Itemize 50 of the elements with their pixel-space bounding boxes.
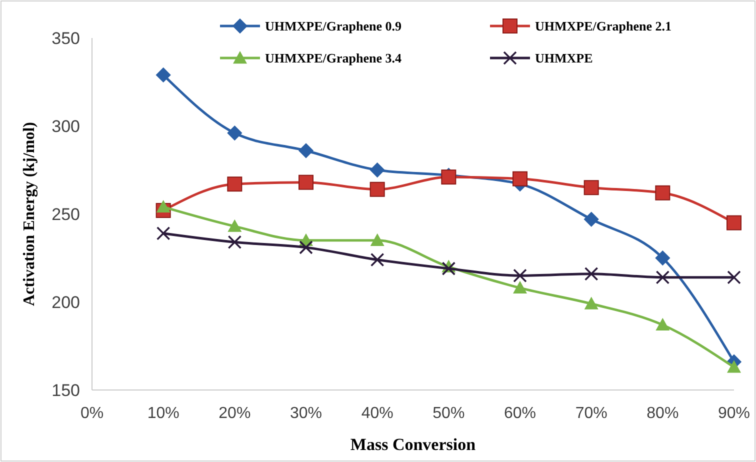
x-axis-title: Mass Conversion bbox=[350, 435, 476, 454]
x-tick-label: 10% bbox=[147, 405, 180, 422]
y-tick-label: 300 bbox=[52, 116, 80, 136]
y-tick-label: 250 bbox=[52, 204, 80, 224]
y-tick-label: 150 bbox=[52, 380, 80, 400]
y-tick-label: 200 bbox=[52, 292, 80, 312]
point bbox=[726, 215, 742, 230]
point bbox=[370, 233, 384, 246]
point bbox=[299, 240, 313, 254]
point bbox=[227, 176, 242, 192]
point bbox=[584, 266, 598, 281]
point bbox=[584, 296, 598, 310]
x-tick-label: 50% bbox=[432, 405, 465, 422]
point bbox=[370, 252, 384, 267]
point bbox=[513, 268, 527, 282]
point bbox=[156, 68, 171, 82]
y-axis-title: Activation Energy (kj/mol) bbox=[21, 122, 38, 306]
point bbox=[512, 171, 528, 186]
y-tick-label: 350 bbox=[52, 28, 80, 48]
point bbox=[370, 162, 385, 178]
x-tick-label: 40% bbox=[361, 405, 394, 422]
point bbox=[513, 280, 527, 294]
point bbox=[156, 226, 170, 240]
x-tick-label: 20% bbox=[218, 405, 251, 422]
point bbox=[156, 200, 170, 213]
legend-label: UHMXPE/Graphene 0.9 bbox=[265, 18, 402, 34]
point bbox=[655, 185, 670, 200]
point bbox=[442, 262, 456, 276]
point bbox=[727, 360, 741, 373]
x-tick-label: 90% bbox=[718, 405, 750, 422]
point bbox=[584, 180, 599, 196]
point bbox=[298, 143, 314, 158]
x-tick-label: 30% bbox=[290, 405, 322, 422]
point bbox=[727, 270, 741, 284]
x-tick-label: 80% bbox=[646, 405, 679, 422]
legend-label: UHMXPE/Graphene 3.4 bbox=[265, 50, 402, 66]
point bbox=[370, 182, 385, 197]
legend-label: UHMXPE/Graphene 2.1 bbox=[535, 18, 672, 34]
point bbox=[656, 270, 670, 284]
point bbox=[298, 174, 314, 190]
point bbox=[656, 318, 670, 330]
x-tick-label: 70% bbox=[575, 405, 608, 422]
point bbox=[228, 219, 242, 232]
point bbox=[227, 126, 242, 140]
x-tick-label: 0% bbox=[80, 405, 104, 422]
point bbox=[228, 235, 242, 250]
point bbox=[584, 212, 599, 227]
x-tick-label: 60% bbox=[504, 405, 536, 422]
point bbox=[655, 250, 670, 266]
legend-label: UHMXPE bbox=[535, 50, 593, 66]
